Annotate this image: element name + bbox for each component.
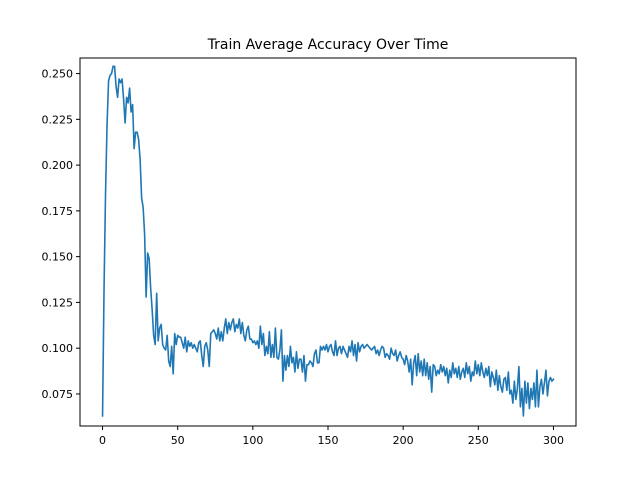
y-tick-label: 0.225	[42, 113, 74, 126]
y-tick-label: 0.250	[42, 68, 74, 81]
y-tick-label: 0.075	[42, 388, 74, 401]
x-tick-label: 300	[543, 434, 564, 447]
y-tick-label: 0.125	[42, 296, 74, 309]
series-line-0	[101, 65, 555, 417]
series-layer	[101, 65, 555, 417]
y-tick-label: 0.175	[42, 205, 74, 218]
y-axis: 0.075 0.100 0.125 0.150 0.175 0.200 0.225 0.250	[42, 68, 80, 401]
x-tick-label: 250	[468, 434, 489, 447]
x-tick-label: 50	[171, 434, 185, 447]
x-tick-label: 200	[393, 434, 414, 447]
x-tick-label: 150	[318, 434, 339, 447]
y-tick-label: 0.200	[42, 159, 74, 172]
y-tick-label: 0.150	[42, 251, 74, 264]
x-tick-label: 0	[99, 434, 106, 447]
plot-frame	[79, 57, 577, 427]
chart-title: Train Average Accuracy Over Time	[207, 37, 449, 53]
x-axis: 0 50 100 150 200 250 300	[99, 426, 564, 447]
x-tick-label: 100	[242, 434, 263, 447]
y-tick-label: 0.100	[42, 342, 74, 355]
